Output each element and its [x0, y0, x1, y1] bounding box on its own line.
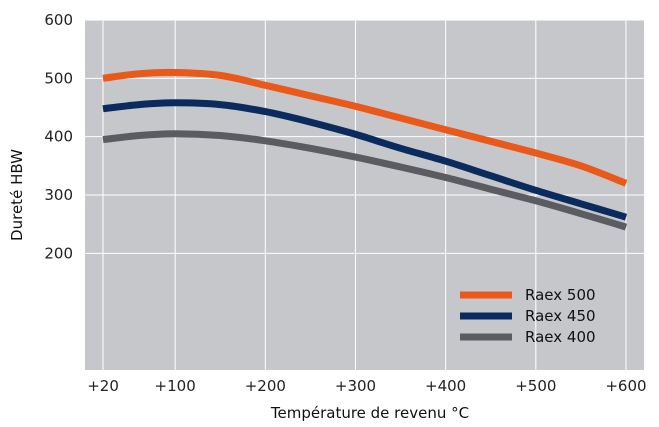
series-line-raex-400	[102, 130, 628, 231]
x-tick-label: +600	[605, 377, 646, 395]
x-tick-label: +300	[335, 377, 376, 395]
legend-label: Raex 400	[525, 328, 596, 346]
legend-label: Raex 500	[525, 286, 596, 304]
x-ticks: +20 +100 +200 +300 +400 +500 +600	[87, 377, 646, 395]
x-tick-label: +100	[155, 377, 196, 395]
x-tick-label: +20	[87, 377, 119, 395]
series-line-raex-450	[102, 99, 628, 221]
legend: Raex 500 Raex 450 Raex 400	[460, 286, 596, 346]
legend-label: Raex 450	[525, 307, 596, 325]
x-tick-label: +400	[425, 377, 466, 395]
y-tick-label: 600	[44, 11, 73, 29]
x-tick-label: +500	[515, 377, 556, 395]
y-ticks: 200 300 400 500 600	[44, 11, 73, 262]
y-tick-label: 500	[44, 69, 73, 87]
y-tick-label: 400	[44, 128, 73, 146]
y-axis-title: Dureté HBW	[8, 149, 26, 241]
y-tick-label: 200	[44, 244, 73, 262]
series-layer	[102, 68, 628, 231]
x-axis-title: Température de revenu °C	[270, 404, 469, 422]
y-tick-label: 300	[44, 186, 73, 204]
series-line-raex-500	[102, 68, 628, 187]
x-tick-label: +200	[245, 377, 286, 395]
